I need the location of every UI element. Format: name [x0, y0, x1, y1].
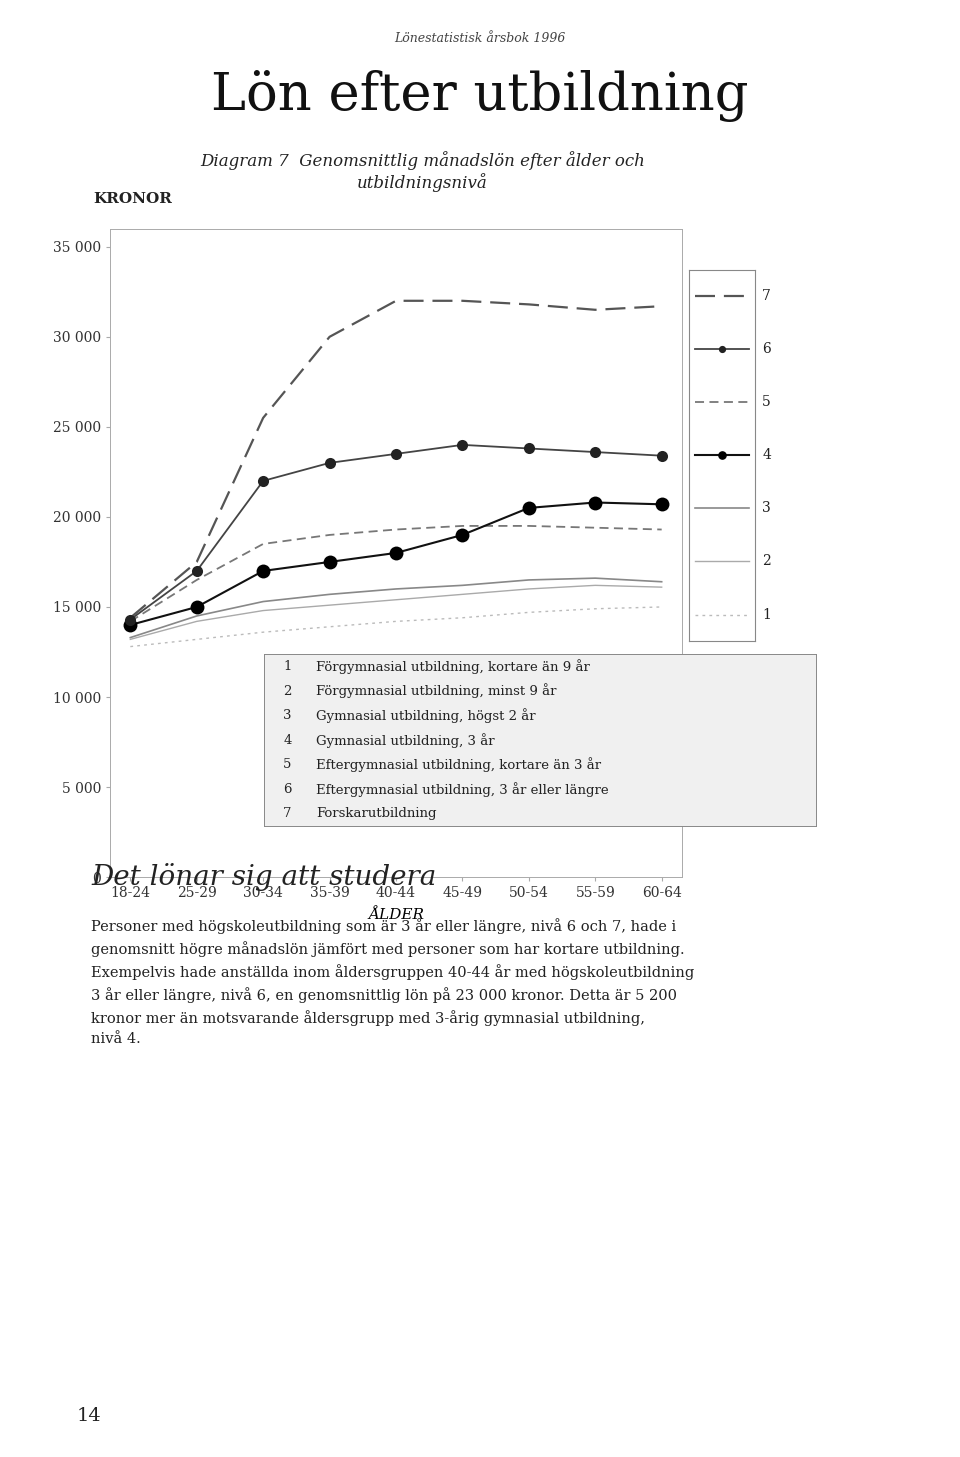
Text: Förgymnasial utbildning, minst 9 år: Förgymnasial utbildning, minst 9 år [317, 683, 557, 698]
Text: 5: 5 [283, 758, 292, 771]
Text: Eftergymnasial utbildning, 3 år eller längre: Eftergymnasial utbildning, 3 år eller lä… [317, 782, 609, 797]
Text: 1: 1 [283, 660, 292, 673]
Text: KRONOR: KRONOR [93, 192, 172, 207]
Text: 5: 5 [762, 395, 771, 409]
Text: 4: 4 [283, 734, 292, 746]
X-axis label: ÅLDER: ÅLDER [368, 909, 424, 922]
Text: Det lönar sig att studera: Det lönar sig att studera [91, 863, 437, 890]
Text: Gymnasial utbildning, 3 år: Gymnasial utbildning, 3 år [317, 733, 495, 747]
Text: Personer med högskoleutbildning som är 3 år eller längre, nivå 6 och 7, hade i
g: Personer med högskoleutbildning som är 3… [91, 918, 694, 1046]
Text: Gymnasial utbildning, högst 2 år: Gymnasial utbildning, högst 2 år [317, 708, 536, 723]
Text: 7: 7 [762, 288, 771, 303]
Text: Diagram 7  Genomsnittlig månadslön efter ålder och
utbildningsnivå: Diagram 7 Genomsnittlig månadslön efter … [200, 152, 645, 192]
Text: 2: 2 [762, 555, 771, 568]
Text: 6: 6 [762, 342, 771, 356]
Text: 3: 3 [283, 710, 292, 723]
Text: Lön efter utbildning: Lön efter utbildning [211, 70, 749, 122]
Text: 4: 4 [762, 449, 771, 462]
Text: Lönestatistisk årsbok 1996: Lönestatistisk årsbok 1996 [395, 32, 565, 45]
Text: Eftergymnasial utbildning, kortare än 3 år: Eftergymnasial utbildning, kortare än 3 … [317, 758, 602, 772]
Text: Förgymnasial utbildning, kortare än 9 år: Förgymnasial utbildning, kortare än 9 år [317, 659, 590, 675]
Text: 7: 7 [283, 807, 292, 820]
Text: Forskarutbildning: Forskarutbildning [317, 807, 437, 820]
Text: 6: 6 [283, 782, 292, 796]
Text: 2: 2 [283, 685, 292, 698]
Text: 14: 14 [77, 1407, 102, 1425]
Text: 1: 1 [762, 608, 771, 622]
Text: 3: 3 [762, 501, 771, 516]
